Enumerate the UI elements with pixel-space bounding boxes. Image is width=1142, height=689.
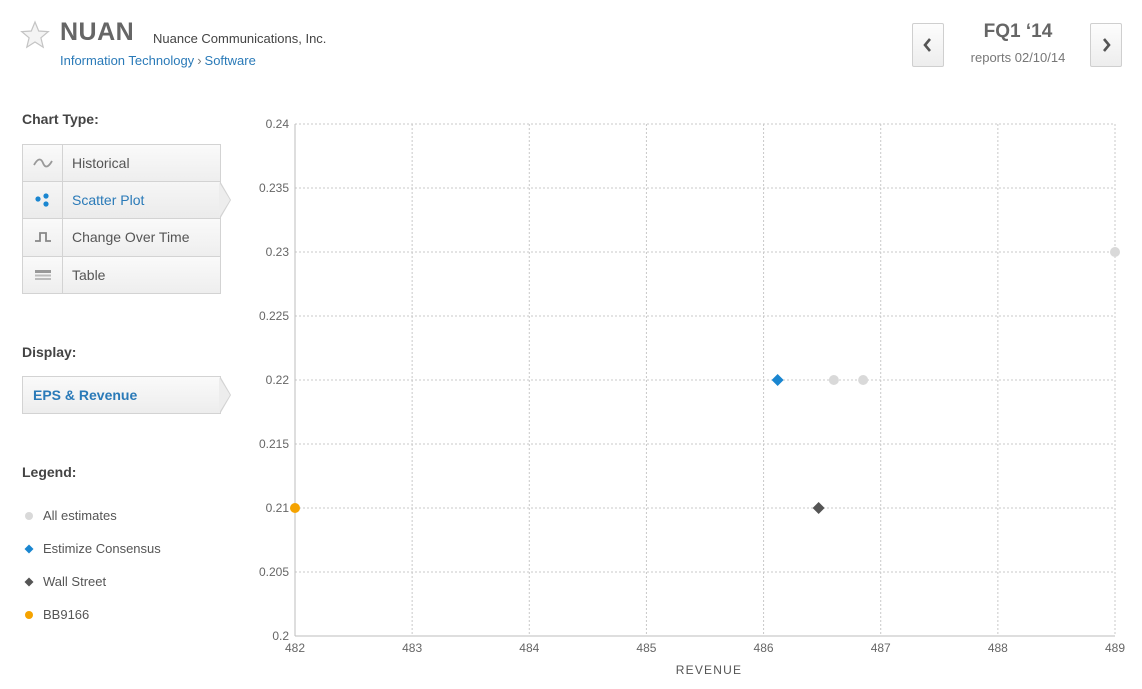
scatter-icon bbox=[23, 181, 63, 218]
breadcrumb-separator: › bbox=[197, 53, 202, 68]
diamond-marker-icon bbox=[22, 577, 36, 587]
legend-label: Wall Street bbox=[43, 574, 107, 589]
y-tick-label: 0.235 bbox=[259, 181, 289, 195]
display-selector[interactable]: EPS & Revenue bbox=[22, 376, 231, 414]
legend-label: Estimize Consensus bbox=[43, 541, 161, 556]
x-tick-label: 483 bbox=[402, 641, 422, 655]
breadcrumb-sector-link[interactable]: Information Technology bbox=[60, 53, 195, 68]
next-quarter-button[interactable] bbox=[1090, 23, 1122, 67]
quarter-label: FQ1 ‘14 bbox=[983, 21, 1053, 42]
legend-item-estimize-consensus: Estimize Consensus bbox=[22, 541, 161, 556]
chart-type-historical[interactable]: Historical bbox=[22, 144, 221, 182]
chart-type-label: Table bbox=[72, 266, 106, 283]
point-bb9166[interactable] bbox=[290, 503, 300, 513]
legend-item-bb9166: BB9166 bbox=[22, 607, 89, 622]
ticker-symbol: NUAN bbox=[60, 18, 135, 46]
chart-type-label: Change Over Time bbox=[72, 229, 190, 246]
display-heading: Display: bbox=[22, 344, 77, 360]
chevron-right-icon bbox=[1103, 38, 1111, 52]
x-tick-label: 489 bbox=[1105, 641, 1125, 655]
chart-type-label: Historical bbox=[72, 154, 130, 171]
x-tick-label: 487 bbox=[871, 641, 891, 655]
scatter-chart: 482 483 484 485 486 487 488 489 0.2 0.205 0.21 0.21… bbox=[259, 117, 1125, 677]
x-axis-label: REVENUE bbox=[676, 663, 742, 677]
point-estimize-consensus[interactable] bbox=[771, 374, 784, 386]
y-tick-label: 0.23 bbox=[266, 245, 290, 259]
chart-type-table[interactable]: Table bbox=[22, 256, 221, 294]
point-all-estimates[interactable] bbox=[858, 375, 869, 385]
table-icon bbox=[23, 256, 63, 293]
circle-marker-icon bbox=[22, 511, 36, 521]
chart-type-scatter-plot[interactable]: Scatter Plot bbox=[22, 180, 231, 219]
report-date: reports 02/10/14 bbox=[970, 50, 1066, 65]
legend-label: BB9166 bbox=[43, 607, 90, 622]
display-value: EPS & Revenue bbox=[33, 387, 138, 403]
x-tick-label: 485 bbox=[636, 641, 656, 655]
y-tick-label: 0.225 bbox=[259, 309, 289, 323]
legend-heading: Legend: bbox=[22, 464, 77, 480]
y-tick-label: 0.2 bbox=[272, 629, 289, 643]
chart-type-heading: Chart Type: bbox=[22, 111, 99, 127]
active-indicator bbox=[219, 376, 231, 414]
step-icon bbox=[23, 219, 63, 256]
diamond-marker-icon bbox=[22, 544, 36, 554]
wave-icon bbox=[23, 145, 63, 181]
point-all-estimates[interactable] bbox=[1110, 247, 1120, 257]
star-icon[interactable] bbox=[20, 20, 50, 50]
y-tick-label: 0.21 bbox=[266, 501, 290, 515]
y-tick-label: 0.205 bbox=[259, 565, 289, 579]
x-tick-label: 484 bbox=[519, 641, 539, 655]
previous-quarter-button[interactable] bbox=[912, 23, 944, 67]
chart-type-change-over-time[interactable]: Change Over Time bbox=[22, 219, 221, 257]
legend-item-wall-street: Wall Street bbox=[22, 574, 106, 589]
x-tick-label: 488 bbox=[988, 641, 1008, 655]
circle-marker-icon bbox=[22, 610, 36, 620]
breadcrumb: Information Technology › Software bbox=[60, 53, 256, 68]
legend-label: All estimates bbox=[43, 508, 117, 523]
chevron-left-icon bbox=[923, 38, 931, 52]
legend-item-all-estimates: All estimates bbox=[22, 508, 117, 523]
y-tick-label: 0.22 bbox=[266, 373, 290, 387]
y-tick-label: 0.24 bbox=[266, 117, 290, 131]
x-tick-label: 486 bbox=[754, 641, 774, 655]
point-wall-street[interactable] bbox=[812, 502, 825, 514]
point-all-estimates[interactable] bbox=[828, 375, 839, 385]
breadcrumb-industry-link[interactable]: Software bbox=[204, 53, 256, 68]
active-indicator bbox=[219, 180, 231, 219]
x-tick-label: 482 bbox=[285, 641, 305, 655]
chart-type-label: Scatter Plot bbox=[72, 191, 145, 208]
chart-type-list: Historical Scatter Plot Change Over Time… bbox=[22, 144, 231, 294]
company-name: Nuance Communications, Inc. bbox=[153, 31, 327, 46]
y-tick-label: 0.215 bbox=[259, 437, 289, 451]
